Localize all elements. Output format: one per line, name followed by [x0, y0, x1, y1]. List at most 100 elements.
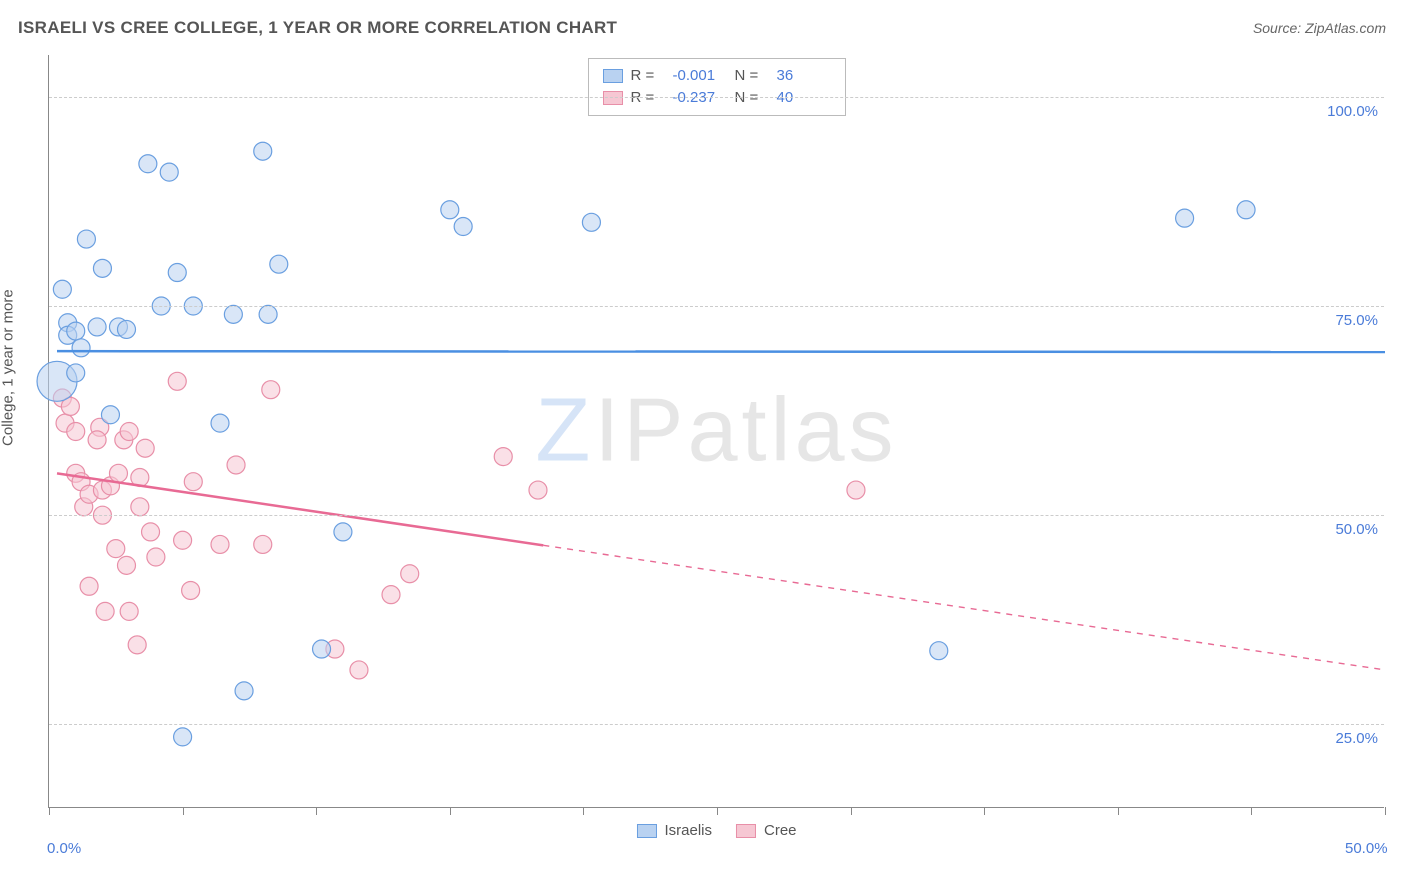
data-point: [107, 540, 125, 558]
data-point: [174, 531, 192, 549]
data-point: [88, 431, 106, 449]
legend-r-label-0: R =: [631, 65, 665, 87]
data-point: [254, 535, 272, 553]
data-point: [1237, 201, 1255, 219]
data-point: [53, 280, 71, 298]
data-point: [67, 322, 85, 340]
legend-series-label-1: Cree: [764, 822, 797, 839]
y-tick-label: 100.0%: [1327, 103, 1378, 120]
data-point: [529, 481, 547, 499]
data-point: [160, 163, 178, 181]
legend-series-label-0: Israelis: [664, 822, 712, 839]
x-tick: [851, 807, 852, 815]
plot-svg: [49, 55, 1384, 807]
data-point: [80, 577, 98, 595]
data-point: [182, 581, 200, 599]
legend-r-label-1: R =: [631, 87, 665, 109]
x-tick: [984, 807, 985, 815]
legend-series-swatch-0: [636, 824, 656, 838]
x-tick-label: 0.0%: [47, 840, 81, 857]
legend-n-label-0: N =: [735, 65, 769, 87]
x-tick: [183, 807, 184, 815]
data-point: [120, 602, 138, 620]
data-point: [259, 305, 277, 323]
legend-series-item-0: Israelis: [636, 822, 712, 839]
x-tick: [583, 807, 584, 815]
data-point: [77, 230, 95, 248]
x-tick: [49, 807, 50, 815]
legend-series-swatch-1: [736, 824, 756, 838]
gridline-h: [49, 306, 1384, 307]
data-point: [847, 481, 865, 499]
data-point: [184, 473, 202, 491]
y-tick-label: 50.0%: [1335, 521, 1378, 538]
data-point: [382, 586, 400, 604]
chart-title: ISRAELI VS CREE COLLEGE, 1 YEAR OR MORE …: [18, 18, 617, 38]
x-tick: [1385, 807, 1386, 815]
legend-stats-row-1: R = -0.237 N = 40: [603, 87, 831, 109]
data-point: [147, 548, 165, 566]
data-point: [168, 264, 186, 282]
gridline-h: [49, 724, 1384, 725]
legend-stats: R = -0.001 N = 36 R = -0.237 N = 40: [588, 58, 846, 116]
legend-n-value-0: 36: [777, 65, 831, 87]
data-point: [136, 439, 154, 457]
legend-n-label-1: N =: [735, 87, 769, 109]
data-point: [235, 682, 253, 700]
data-point: [131, 498, 149, 516]
data-point: [67, 423, 85, 441]
data-point: [334, 523, 352, 541]
data-point: [582, 213, 600, 231]
data-point: [96, 602, 114, 620]
data-point: [270, 255, 288, 273]
data-point: [101, 406, 119, 424]
plot-area: ZIPatlas R = -0.001 N = 36 R = -0.237 N …: [48, 55, 1384, 808]
data-point: [313, 640, 331, 658]
x-tick: [1251, 807, 1252, 815]
data-point: [109, 464, 127, 482]
x-tick: [1118, 807, 1119, 815]
legend-n-value-1: 40: [777, 87, 831, 109]
data-point: [142, 523, 160, 541]
legend-r-value-1: -0.237: [673, 87, 727, 109]
legend-stats-row-0: R = -0.001 N = 36: [603, 65, 831, 87]
x-tick-label: 50.0%: [1345, 840, 1388, 857]
data-point: [441, 201, 459, 219]
data-point: [88, 318, 106, 336]
y-axis-title: College, 1 year or more: [0, 289, 17, 446]
legend-r-value-0: -0.001: [673, 65, 727, 87]
data-point: [1176, 209, 1194, 227]
gridline-h: [49, 515, 1384, 516]
data-point: [350, 661, 368, 679]
x-tick: [316, 807, 317, 815]
source-label: Source: ZipAtlas.com: [1253, 20, 1386, 36]
legend-swatch-1: [603, 91, 623, 105]
data-point: [224, 305, 242, 323]
data-point: [120, 423, 138, 441]
trend-line-solid: [57, 473, 543, 545]
data-point: [262, 381, 280, 399]
data-point: [211, 414, 229, 432]
data-point: [168, 372, 186, 390]
data-point: [227, 456, 245, 474]
data-point: [454, 218, 472, 236]
data-point: [117, 556, 135, 574]
data-point: [494, 448, 512, 466]
data-point: [930, 642, 948, 660]
gridline-h: [49, 97, 1384, 98]
data-point: [72, 339, 90, 357]
x-tick: [717, 807, 718, 815]
data-point: [174, 728, 192, 746]
legend-swatch-0: [603, 69, 623, 83]
data-point: [67, 364, 85, 382]
data-point: [117, 320, 135, 338]
data-point: [254, 142, 272, 160]
trend-line-solid: [57, 351, 1385, 352]
legend-series: Israelis Cree: [636, 822, 796, 839]
data-point: [211, 535, 229, 553]
x-tick: [450, 807, 451, 815]
data-point: [401, 565, 419, 583]
legend-series-item-1: Cree: [736, 822, 797, 839]
y-tick-label: 25.0%: [1335, 730, 1378, 747]
trend-line-dashed: [543, 545, 1385, 670]
